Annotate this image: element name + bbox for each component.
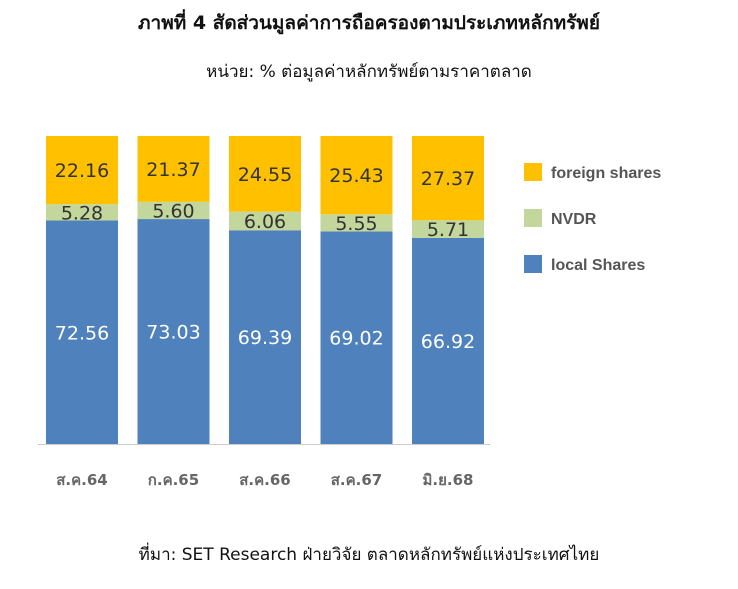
chart-title: ภาพที่ 4 สัดส่วนมูลค่าการถือครองตามประเภ…: [138, 12, 600, 34]
data-label-nvdr-0: 5.28: [61, 202, 103, 224]
bar-segment-local-shares-1: [137, 219, 210, 444]
data-label-nvdr-2: 6.06: [244, 211, 286, 233]
data-label-nvdr-3: 5.55: [335, 213, 377, 235]
bar-segment-nvdr-1: [137, 201, 210, 220]
data-label-foreign-shares-4: 27.37: [421, 168, 475, 190]
bar-segment-foreign-shares-1: [137, 136, 210, 202]
bar-segment-nvdr-3: [320, 214, 393, 232]
data-label-nvdr-1: 5.60: [152, 200, 194, 222]
data-label-local-shares-4: 66.92: [421, 331, 475, 353]
stacked-bar-chart: 72.56 5.28 22.16 73.03 5.60 21.37 69.39 6.06 24.…: [38, 136, 661, 489]
bar-segment-nvdr-2: [229, 211, 301, 231]
data-label-foreign-shares-0: 22.16: [55, 160, 109, 182]
data-label-local-shares-3: 69.02: [329, 328, 383, 350]
legend: foreign shares NVDR local Shares: [524, 163, 661, 274]
legend-swatch-local-shares: [524, 255, 542, 273]
bar-segment-foreign-shares-2: [229, 136, 301, 212]
bar-segment-nvdr-0: [46, 204, 118, 221]
bar-segment-local-shares-3: [320, 231, 393, 444]
data-label-local-shares-2: 69.39: [238, 327, 292, 349]
legend-label-foreign-shares: foreign shares: [551, 165, 661, 182]
legend-label-local-shares: local Shares: [551, 257, 645, 274]
x-tick-label-2: ส.ค.66: [239, 471, 290, 489]
data-label-foreign-shares-2: 24.55: [238, 164, 292, 186]
data-label-nvdr-4: 5.71: [427, 219, 469, 241]
legend-label-nvdr: NVDR: [551, 211, 597, 228]
bar-segment-foreign-shares-4: [412, 136, 484, 221]
legend-swatch-nvdr: [524, 209, 542, 227]
x-tick-labels: ส.ค.64 ก.ค.65 ส.ค.66 ส.ค.67 มิ.ย.68: [56, 471, 473, 489]
data-label-foreign-shares-1: 21.37: [146, 159, 200, 181]
x-tick-label-1: ก.ค.65: [148, 471, 199, 489]
data-label-local-shares-1: 73.03: [146, 322, 200, 344]
x-tick-label-3: ส.ค.67: [331, 471, 382, 489]
x-tick-label-4: มิ.ย.68: [423, 471, 474, 489]
chart-subtitle: หน่วย: % ต่อมูลค่าหลักทรัพย์ตามราคาตลาด: [206, 62, 532, 82]
bar-segment-foreign-shares-0: [46, 136, 118, 205]
legend-swatch-foreign-shares: [524, 163, 542, 181]
x-tick-label-0: ส.ค.64: [56, 471, 107, 489]
bars-group: 72.56 5.28 22.16 73.03 5.60 21.37 69.39 6.06 24.…: [46, 136, 484, 444]
data-label-local-shares-0: 72.56: [55, 322, 109, 344]
data-label-foreign-shares-3: 25.43: [329, 165, 383, 187]
bar-segment-foreign-shares-3: [320, 136, 393, 215]
source-note: ที่มา: SET Research ฝ่ายวิจัย ตลาดหลักทร…: [138, 545, 600, 565]
bar-segment-nvdr-4: [412, 220, 484, 238]
bar-segment-local-shares-2: [229, 230, 301, 444]
bar-segment-local-shares-0: [46, 220, 118, 444]
bar-segment-local-shares-4: [412, 237, 484, 444]
